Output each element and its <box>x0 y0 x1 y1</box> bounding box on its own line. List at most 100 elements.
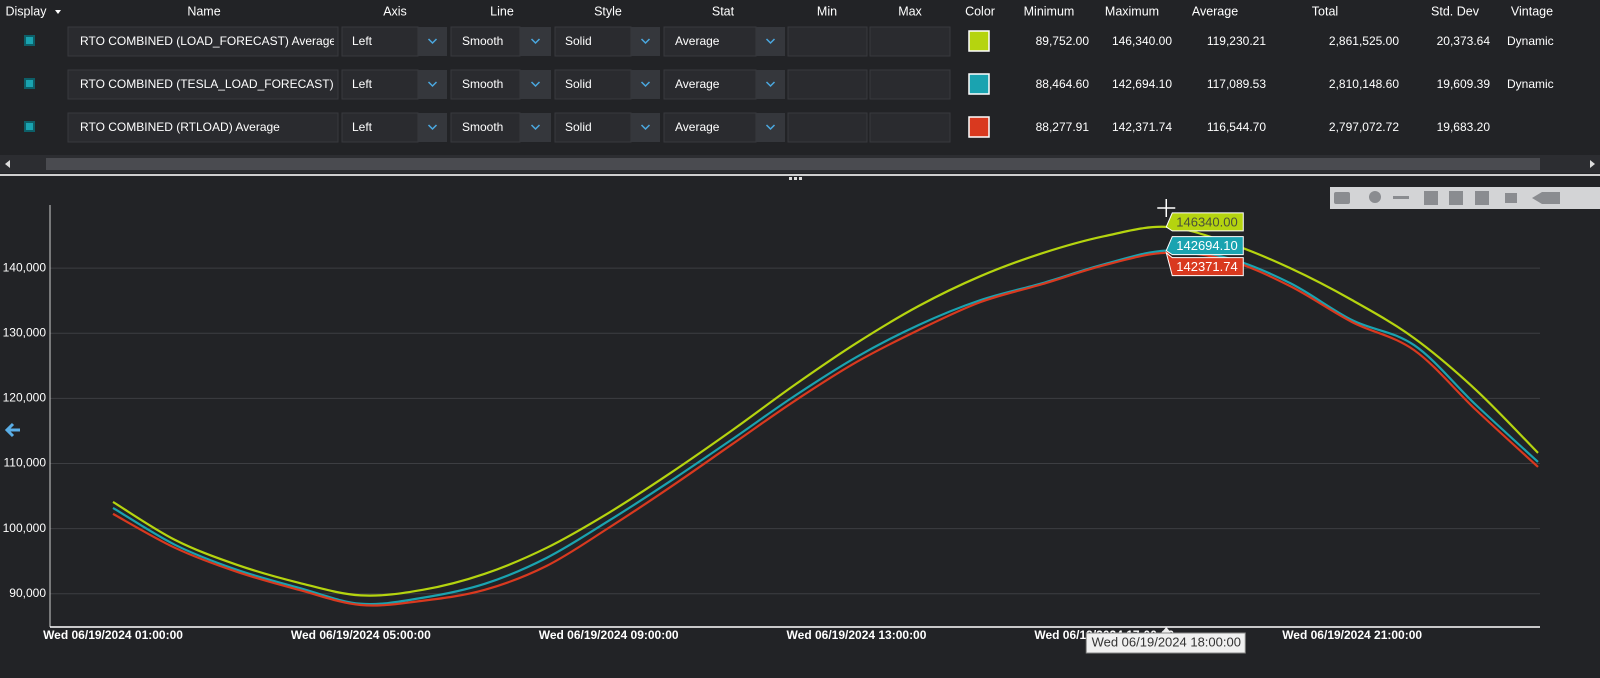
y-tick-label: 140,000 <box>3 260 47 274</box>
select-box[interactable] <box>341 112 419 143</box>
chevron <box>427 81 438 88</box>
select-box[interactable] <box>554 26 632 57</box>
minimum: 89,752.00 <box>1036 34 1090 48</box>
axis-value: Left <box>352 120 373 134</box>
series-name: RTO COMBINED (RTLOAD) Average <box>80 120 280 134</box>
chevron <box>765 81 776 88</box>
select-arrow-box[interactable] <box>418 70 447 99</box>
scrollbar-thumb[interactable] <box>46 158 1540 170</box>
spike-icon[interactable] <box>1505 193 1517 203</box>
average: 119,230.21 <box>1207 34 1266 48</box>
chevron <box>640 81 651 88</box>
x-tick-label: Wed 06/19/2024 21:00:00 <box>1282 628 1422 642</box>
max-input[interactable] <box>869 26 951 57</box>
select-arrow-box[interactable] <box>631 113 660 142</box>
color-swatch[interactable] <box>968 30 990 52</box>
series-line <box>112 225 1539 597</box>
column-header: Line <box>490 4 514 18</box>
vintage: Dynamic <box>1507 77 1554 91</box>
min-input[interactable] <box>787 69 868 100</box>
hover-value: 142694.10 <box>1176 238 1237 253</box>
name-input[interactable] <box>67 112 339 143</box>
camera-icon[interactable] <box>1334 192 1350 204</box>
nav-left-arrow[interactable] <box>4 422 20 438</box>
select-box[interactable] <box>450 69 521 100</box>
zoom-in-icon[interactable] <box>1424 191 1438 205</box>
column-header: Color <box>965 4 995 18</box>
display-toggle[interactable] <box>24 35 35 46</box>
column-header: Min <box>817 4 837 18</box>
color-swatch[interactable] <box>968 116 990 138</box>
maximum: 142,371.74 <box>1112 120 1172 134</box>
x-tick-label: Wed 06/19/2024 05:00:00 <box>291 628 431 642</box>
min-input[interactable] <box>787 112 868 143</box>
zoom-out-icon[interactable] <box>1449 191 1463 205</box>
select-box[interactable] <box>663 26 757 57</box>
series-table: Display Name Axis Line Style Stat Min Max Color M… <box>6 4 1554 143</box>
chart-toolbar <box>1330 187 1600 209</box>
std-dev: 19,609.39 <box>1437 77 1491 91</box>
display-toggle[interactable] <box>24 78 35 89</box>
select-arrow-box[interactable] <box>418 113 447 142</box>
select-arrow-box[interactable] <box>520 27 551 56</box>
autoscale-icon[interactable] <box>1475 191 1489 205</box>
style-value: Solid <box>565 77 592 91</box>
zoom-icon[interactable] <box>1369 191 1381 203</box>
scroll-left[interactable] <box>5 160 10 168</box>
column-header: Name <box>187 4 220 18</box>
display-toggle[interactable] <box>24 121 35 132</box>
select-arrow-box[interactable] <box>520 70 551 99</box>
hover-box <box>1165 251 1244 277</box>
select-arrow-box[interactable] <box>756 27 785 56</box>
table-row: RTO COMBINED (TESLA_LOAD_FORECAST) Left Sm… <box>24 69 1554 100</box>
scroll-right[interactable] <box>1590 160 1595 168</box>
std-dev: 19,683.20 <box>1437 120 1491 134</box>
select-box[interactable] <box>554 69 632 100</box>
x-hover-pointer <box>1161 627 1172 633</box>
select-arrow-box[interactable] <box>756 70 785 99</box>
select-arrow-box[interactable] <box>631 27 660 56</box>
chevron <box>765 38 776 45</box>
name-input[interactable] <box>67 26 339 57</box>
table-row: RTO COMBINED (RTLOAD) Average Left Smooth S… <box>24 112 1491 143</box>
total: 2,797,072.72 <box>1329 120 1399 134</box>
line-value: Smooth <box>462 120 503 134</box>
max-input[interactable] <box>869 112 951 143</box>
column-header: Axis <box>383 4 407 18</box>
select-box[interactable] <box>450 26 521 57</box>
hover-value: 146340.00 <box>1176 214 1237 229</box>
hover-box <box>1165 212 1244 232</box>
select-arrow-box[interactable] <box>631 70 660 99</box>
column-header: Average <box>1192 4 1238 18</box>
name-input[interactable] <box>67 69 339 100</box>
select-box[interactable] <box>663 69 757 100</box>
chevron <box>530 124 541 131</box>
crosshair <box>1157 199 1176 217</box>
stat-value: Average <box>675 120 720 134</box>
pan-icon[interactable] <box>1393 196 1409 199</box>
sort-caret[interactable] <box>55 10 61 14</box>
select-box[interactable] <box>341 69 419 100</box>
line-value: Smooth <box>462 77 503 91</box>
max-input[interactable] <box>869 69 951 100</box>
column-header: Stat <box>712 4 735 18</box>
column-header: Total <box>1312 4 1338 18</box>
min-input[interactable] <box>787 26 868 57</box>
select-arrow-box[interactable] <box>418 27 447 56</box>
total: 2,810,148.60 <box>1329 77 1399 91</box>
line-value: Smooth <box>462 34 503 48</box>
color-swatch[interactable] <box>968 73 990 95</box>
select-arrow-box[interactable] <box>520 113 551 142</box>
column-header: Display <box>6 4 48 18</box>
column-header: Std. Dev <box>1431 4 1480 18</box>
maximum: 146,340.00 <box>1112 34 1172 48</box>
minimum: 88,464.60 <box>1036 77 1090 91</box>
chevron <box>427 38 438 45</box>
toolbar-icons <box>1334 191 1560 205</box>
select-arrow-box[interactable] <box>756 113 785 142</box>
select-box[interactable] <box>663 112 757 143</box>
hover-icon[interactable] <box>1532 192 1560 204</box>
total: 2,861,525.00 <box>1329 34 1399 48</box>
axis-value: Left <box>352 77 373 91</box>
